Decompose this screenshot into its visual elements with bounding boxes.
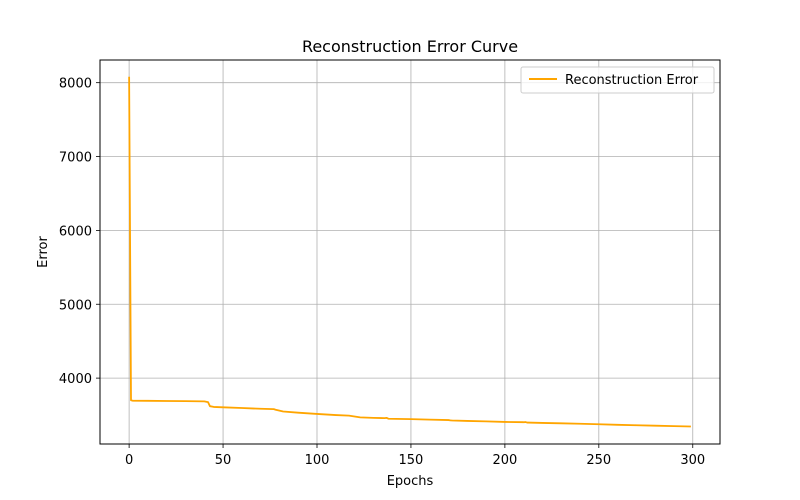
legend-box — [520, 66, 715, 94]
x-axis-label: Epochs — [387, 474, 434, 489]
legend: Reconstruction Error — [520, 66, 715, 94]
x-tick-label: 100 — [305, 453, 330, 468]
x-tick-label: 200 — [492, 453, 517, 468]
x-tick-label: 0 — [125, 453, 133, 468]
y-tick-label: 4000 — [59, 372, 92, 387]
plot-area — [100, 60, 720, 444]
x-tick-label: 300 — [680, 453, 705, 468]
y-tick-label: 5000 — [59, 298, 92, 313]
series-layer — [128, 76, 691, 428]
y-tick-label: 7000 — [59, 151, 92, 166]
x-tick-label: 50 — [215, 453, 232, 468]
series-line — [128, 76, 691, 428]
y-tick-label: 6000 — [59, 224, 92, 239]
y-axis-label: Error — [36, 236, 51, 268]
x-tick-label: 150 — [399, 453, 424, 468]
y-tick-label: 8000 — [59, 77, 92, 92]
chart-title: Reconstruction Error Curve — [302, 37, 518, 56]
y-axis-ticks: 4000 5000 6000 7000 8000 — [59, 77, 100, 387]
grid — [100, 60, 720, 444]
x-axis-ticks: 0 50 100 150 200 250 300 — [125, 444, 705, 468]
legend-label: Reconstruction Error — [565, 73, 699, 88]
x-tick-label: 250 — [586, 453, 611, 468]
plot-frame — [99, 59, 721, 445]
